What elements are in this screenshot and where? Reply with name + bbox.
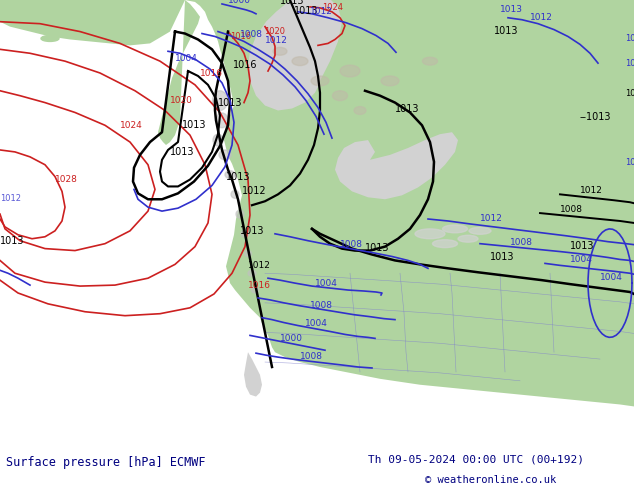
Text: 1013: 1013: [490, 252, 515, 263]
Ellipse shape: [432, 240, 458, 247]
Ellipse shape: [415, 229, 445, 239]
Ellipse shape: [332, 91, 347, 100]
Text: 1008: 1008: [560, 205, 583, 214]
Ellipse shape: [120, 10, 140, 17]
Polygon shape: [248, 0, 342, 110]
Text: 1028: 1028: [55, 174, 78, 184]
Ellipse shape: [573, 28, 588, 35]
Text: 1012: 1012: [0, 194, 21, 203]
Text: 1024: 1024: [322, 3, 343, 12]
Ellipse shape: [245, 250, 252, 256]
Text: 1000: 1000: [280, 334, 303, 343]
Text: 1012: 1012: [580, 186, 603, 196]
Ellipse shape: [216, 113, 228, 128]
Text: 1004: 1004: [315, 279, 338, 288]
Text: 1012: 1012: [480, 214, 503, 223]
Text: 1012: 1012: [248, 261, 271, 270]
Ellipse shape: [252, 287, 259, 293]
Text: 10: 10: [625, 59, 634, 68]
Ellipse shape: [231, 191, 239, 198]
Text: 1012: 1012: [242, 186, 267, 196]
Ellipse shape: [212, 91, 228, 110]
Ellipse shape: [248, 270, 256, 276]
Text: 1013: 1013: [226, 172, 250, 181]
Ellipse shape: [219, 150, 231, 160]
Text: 1013: 1013: [0, 236, 25, 245]
Text: 1013: 1013: [570, 241, 595, 250]
Text: 1012: 1012: [310, 7, 333, 16]
Text: 1004: 1004: [570, 255, 593, 265]
Text: 1008: 1008: [510, 238, 533, 246]
Text: 1012: 1012: [265, 36, 288, 46]
Ellipse shape: [588, 7, 612, 17]
Ellipse shape: [311, 76, 329, 86]
Text: 1020: 1020: [170, 96, 193, 104]
Ellipse shape: [213, 134, 223, 146]
Polygon shape: [0, 0, 185, 46]
Text: 1008: 1008: [340, 240, 363, 248]
Text: © weatheronline.co.uk: © weatheronline.co.uk: [425, 475, 556, 485]
Polygon shape: [185, 0, 634, 446]
Text: 1000: 1000: [228, 0, 251, 5]
Ellipse shape: [60, 28, 80, 35]
Ellipse shape: [87, 18, 112, 25]
Ellipse shape: [273, 48, 287, 55]
Text: 1020: 1020: [264, 26, 285, 36]
Text: 1008: 1008: [300, 352, 323, 361]
Polygon shape: [244, 352, 262, 396]
Ellipse shape: [443, 225, 467, 233]
Ellipse shape: [469, 227, 491, 234]
Text: 10: 10: [625, 89, 634, 98]
Ellipse shape: [236, 210, 244, 218]
Text: 1013: 1013: [494, 25, 519, 36]
Text: --1013: --1013: [580, 112, 612, 122]
Ellipse shape: [292, 57, 308, 66]
Text: Th 09-05-2024 00:00 UTC (00+192): Th 09-05-2024 00:00 UTC (00+192): [368, 454, 584, 464]
Text: 1024: 1024: [120, 121, 143, 130]
Text: 1016: 1016: [200, 69, 223, 78]
Ellipse shape: [458, 235, 478, 242]
Ellipse shape: [381, 76, 399, 86]
Text: 1013: 1013: [500, 5, 523, 14]
Text: 1013: 1013: [182, 120, 207, 130]
Ellipse shape: [580, 18, 600, 25]
Text: 10: 10: [625, 34, 634, 44]
Polygon shape: [158, 0, 200, 145]
Text: 1004: 1004: [600, 273, 623, 282]
Ellipse shape: [41, 35, 59, 42]
Text: 1008: 1008: [310, 301, 333, 310]
Ellipse shape: [241, 230, 249, 237]
Text: 1004-: 1004-: [625, 158, 634, 167]
Ellipse shape: [354, 106, 366, 115]
Text: Surface pressure [hPa] ECMWF: Surface pressure [hPa] ECMWF: [6, 456, 206, 469]
Ellipse shape: [144, 5, 166, 11]
Text: 1004: 1004: [305, 318, 328, 327]
Text: 1012: 1012: [530, 13, 553, 22]
Text: 1016: 1016: [248, 281, 271, 290]
Ellipse shape: [422, 57, 437, 65]
Text: 1013: 1013: [395, 104, 420, 115]
Text: 1004: 1004: [175, 54, 198, 63]
Ellipse shape: [340, 65, 360, 77]
Text: 1013: 1013: [218, 98, 242, 108]
Text: 1008: 1008: [240, 29, 263, 39]
Text: 1013: 1013: [170, 147, 195, 157]
Text: 1013: 1013: [365, 243, 389, 252]
Text: 1013: 1013: [294, 6, 318, 16]
Text: 1016: 1016: [233, 60, 257, 70]
Text: 1013: 1013: [240, 226, 264, 236]
Text: 1013: 1013: [280, 0, 304, 6]
Polygon shape: [335, 132, 458, 199]
Text: 1016: 1016: [230, 32, 251, 42]
Ellipse shape: [225, 171, 235, 178]
